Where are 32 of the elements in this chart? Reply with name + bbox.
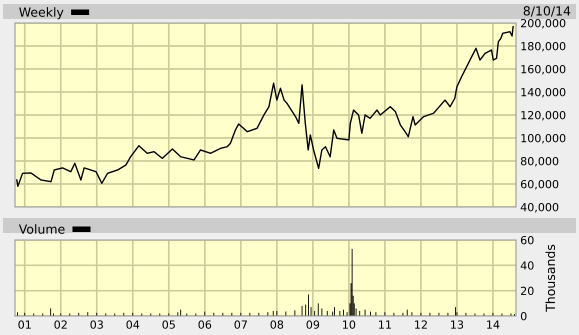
x-tick-label: 12 <box>415 320 427 329</box>
y-tick-label: 120,000 <box>521 110 566 121</box>
y-tick-label: 60,000 <box>520 180 558 190</box>
legend-label: Weekly <box>19 7 64 20</box>
x-tick-label: 06 <box>198 320 212 329</box>
y-tick-label: 140,000 <box>521 88 566 98</box>
x-tick-label: 09 <box>306 320 320 329</box>
x-tick-label: 01 <box>18 320 31 329</box>
x-tick-label: 05 <box>162 320 175 329</box>
x-tick-label: 02 <box>54 320 67 329</box>
y-tick-label: 40,000 <box>520 202 558 213</box>
x-tick-label: 10 <box>343 320 356 329</box>
y-tick-label: 40 <box>520 261 534 270</box>
legend-label: Volume <box>18 224 65 234</box>
x-tick-label: 04 <box>126 320 140 329</box>
y-tick-label: 80,000 <box>520 156 558 167</box>
text: 8/10/14 <box>524 6 570 17</box>
x-tick-label: 13 <box>451 320 464 329</box>
y-tick-label: 180,000 <box>521 42 566 52</box>
x-tick-label: 11 <box>379 320 391 329</box>
x-tick-label: 07 <box>234 320 247 329</box>
y-tick-label: 200,000 <box>520 18 566 29</box>
y-axis-title: Thousands <box>545 244 556 312</box>
x-tick-label: 14 <box>487 320 500 329</box>
y-tick-label: 160,000 <box>521 64 566 75</box>
line-series <box>16 26 514 187</box>
y-tick-label: 0 <box>520 312 526 320</box>
y-tick-label: 20 <box>520 286 534 296</box>
x-tick-label: 08 <box>270 320 284 329</box>
y-tick-label: 60 <box>520 236 534 244</box>
x-tick-label: 03 <box>90 320 103 329</box>
y-tick-label: 100,000 <box>521 134 566 144</box>
